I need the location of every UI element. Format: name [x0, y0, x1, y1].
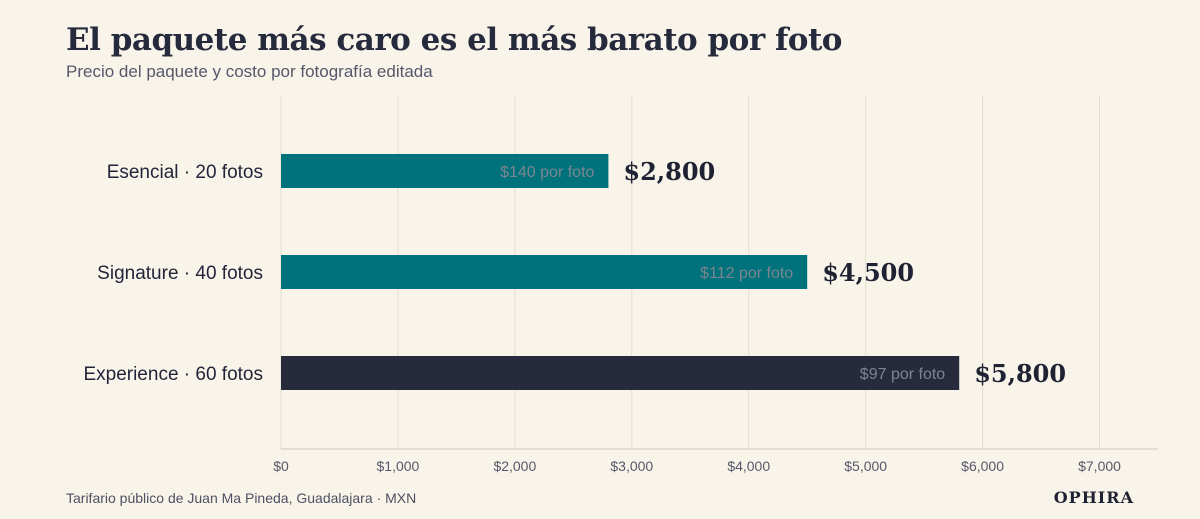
source-note: Tarifario público de Juan Ma Pineda, Gua…	[66, 490, 417, 506]
per-photo-label: $112 por foto	[700, 265, 793, 282]
category-label: Experience · 60 fotos	[83, 364, 263, 385]
x-tick-label: $5,000	[844, 458, 887, 474]
x-tick-label: $3,000	[610, 458, 653, 474]
value-label: $4,500	[822, 258, 914, 287]
x-tick-label: $7,000	[1078, 458, 1121, 474]
x-tick-label: $0	[273, 458, 289, 474]
value-label: $5,800	[974, 359, 1066, 388]
bar	[281, 154, 609, 188]
value-label: $2,800	[623, 157, 715, 186]
brand-logo: OPHIRA	[1053, 488, 1134, 507]
chart-title: El paquete más caro es el más barato por…	[66, 22, 842, 58]
per-photo-label: $97 por foto	[860, 366, 946, 383]
category-label: Signature · 40 fotos	[97, 263, 263, 284]
bar	[281, 255, 808, 289]
x-tick-label: $2,000	[493, 458, 536, 474]
bar	[281, 356, 960, 390]
category-label: Esencial · 20 fotos	[107, 162, 263, 183]
x-tick-label: $1,000	[377, 458, 420, 474]
chart-subtitle: Precio del paquete y costo por fotografí…	[66, 62, 433, 81]
x-tick-label: $4,000	[727, 458, 770, 474]
x-tick-label: $6,000	[961, 458, 1004, 474]
per-photo-label: $140 por foto	[500, 164, 594, 181]
